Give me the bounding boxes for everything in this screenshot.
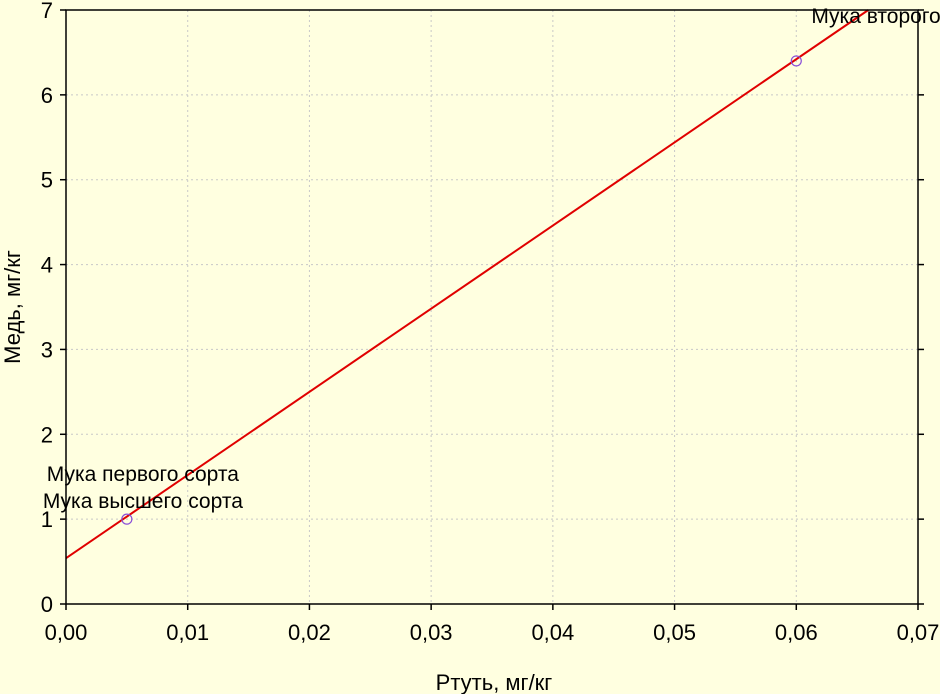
fit-line-group <box>65 9 869 560</box>
data-point <box>790 55 802 67</box>
x-axis-label: Ртуть, мг/кг <box>436 670 553 694</box>
point-label: Мука второго сорта <box>811 5 940 28</box>
y-tick-label: 7 <box>41 0 53 23</box>
x-tick-label: 0,05 <box>653 620 696 645</box>
x-tick-label: 0,03 <box>410 620 453 645</box>
point-label: Мука высшего сорта <box>43 490 243 513</box>
y-axis-label: Медь, мг/кг <box>0 250 25 364</box>
y-tick-label: 2 <box>41 422 53 447</box>
x-tick-label: 0,02 <box>288 620 331 645</box>
x-tick-label: 0,06 <box>775 620 818 645</box>
x-tick-label: 0,07 <box>897 620 940 645</box>
y-axis-ticks: 0 1 2 3 4 5 6 7 <box>41 0 924 617</box>
grid-lines <box>66 10 918 604</box>
x-axis-ticks: 0,00 0,01 0,02 0,03 0,04 0,05 0,06 0,07 <box>45 604 940 645</box>
regression-line <box>65 9 869 560</box>
y-tick-label: 4 <box>41 253 53 278</box>
x-tick-label: 0,00 <box>45 620 88 645</box>
plot-frame <box>65 9 919 605</box>
x-tick-label: 0,01 <box>166 620 209 645</box>
y-tick-label: 3 <box>41 337 53 362</box>
y-tick-label: 1 <box>41 507 53 532</box>
y-tick-label: 6 <box>41 83 53 108</box>
y-tick-label: 5 <box>41 168 53 193</box>
data-point <box>121 513 133 525</box>
point-label: Мука первого сорта <box>47 463 239 486</box>
y-tick-label: 0 <box>41 592 53 617</box>
x-tick-label: 0,04 <box>531 620 574 645</box>
